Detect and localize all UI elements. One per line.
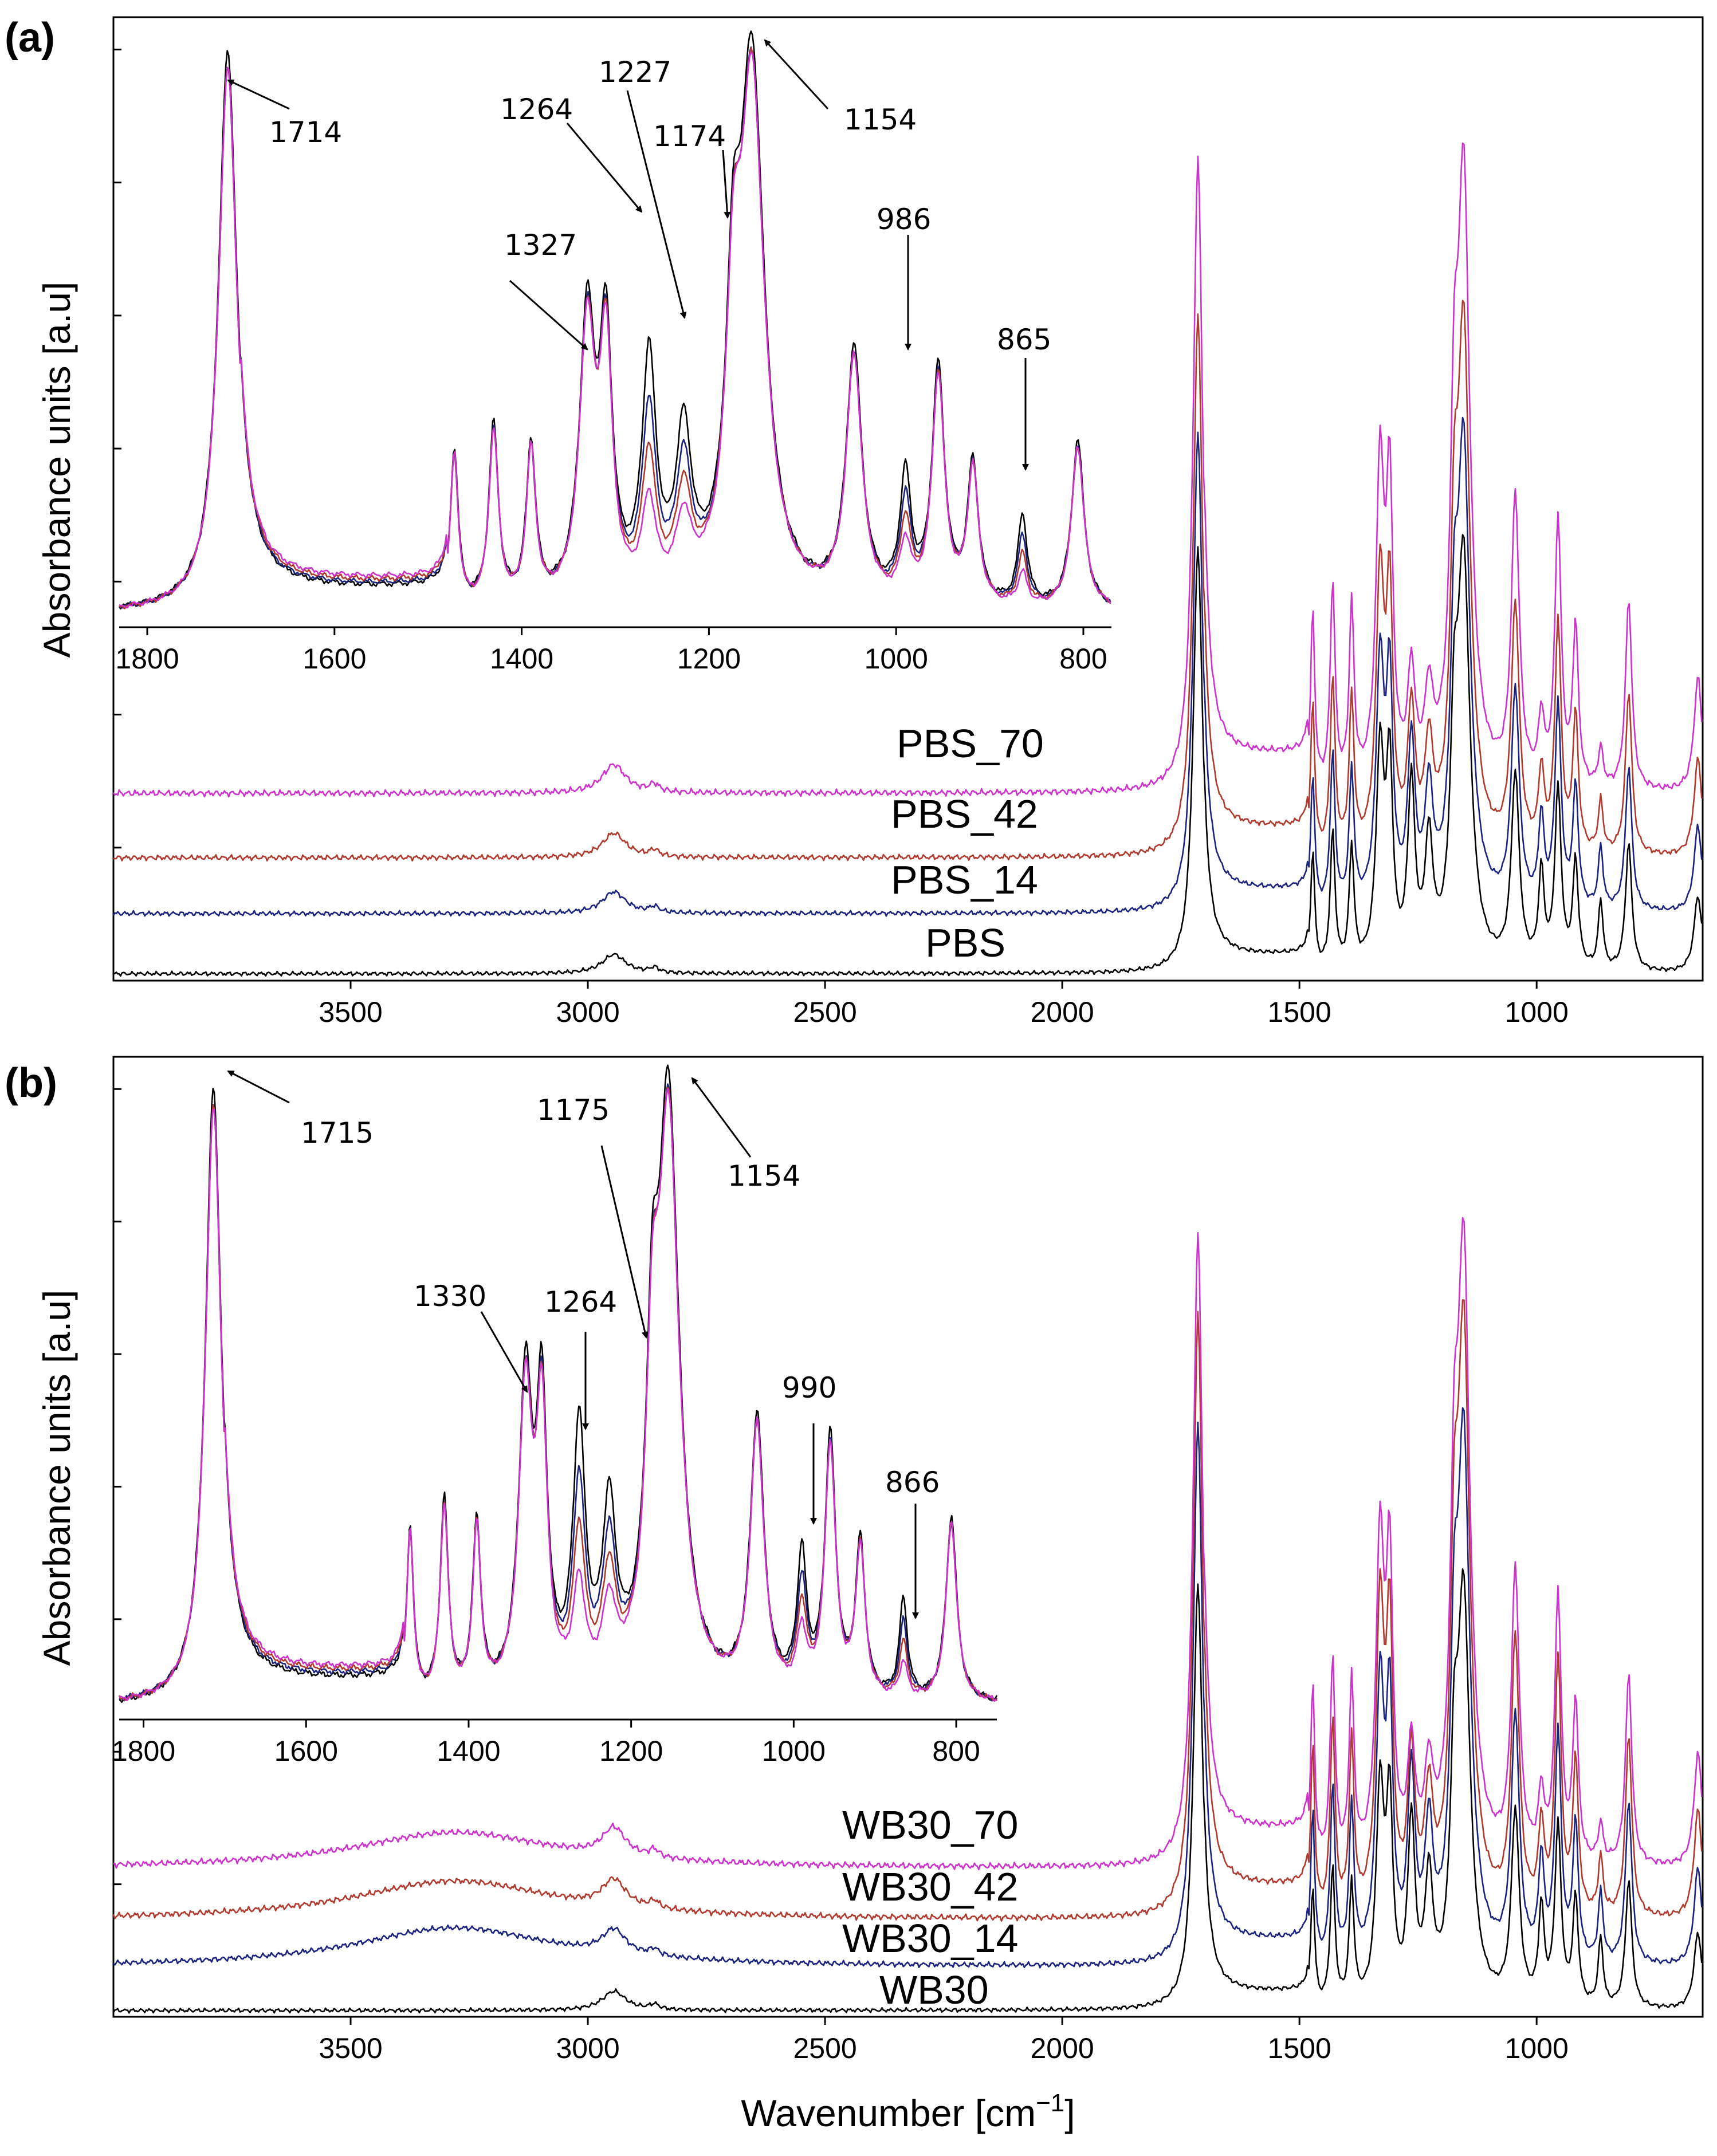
annot-label-866: 866 — [885, 1466, 940, 1499]
annot-arrow-1715 — [227, 1070, 290, 1104]
panel-a-peak-annotations: 1714 1327 1264 1227 1174 1154 986 865 — [227, 39, 1051, 471]
panel-a-plot-frame — [112, 16, 1704, 982]
x-tick-label: 1000 — [1505, 996, 1569, 1028]
panel-a: (a) Absorbance units [a.u] 3500 3000 2500 2… — [5, 15, 1704, 1028]
spectrum-pbs — [113, 534, 1703, 977]
inset-x-tick-label: 1600 — [274, 1735, 338, 1767]
panel-a-x-ticks: 3500 3000 2500 2000 1500 1000 — [319, 981, 1569, 1028]
inset-x-tick-label: 1400 — [490, 643, 553, 675]
inset-spectrum-pbs — [118, 30, 1111, 610]
annot-label-990: 990 — [782, 1371, 836, 1404]
annot-arrow-1330 — [480, 1311, 528, 1393]
annot-arrow-1264 — [566, 123, 643, 213]
series-label-wb30-42: WB30_42 — [842, 1864, 1018, 1909]
inset-spectrum-wb30_70 — [119, 1088, 997, 1702]
panel-b-x-ticks: 3500 3000 2500 2000 1500 1000 — [319, 2017, 1569, 2064]
spectrum-wb30_70 — [113, 1217, 1703, 1871]
panel-a-inset-spectra — [118, 30, 1111, 610]
panel-b-y-ticks — [113, 1088, 121, 1886]
annot-label-865: 865 — [997, 323, 1051, 356]
x-axis-title: Wavenumber [cm−1] — [741, 2089, 1075, 2134]
spectrum-pbs_42 — [113, 300, 1703, 862]
panel-b-label: (b) — [5, 1060, 57, 1106]
panel-a-ylabel: Absorbance units [a.u] — [36, 282, 78, 658]
panel-b-inset: 1800 1600 1400 1200 1000 800 1715 1330 1264 1… — [112, 1064, 998, 1767]
inset-x-tick-label: 1400 — [437, 1735, 500, 1767]
annot-label-1154: 1154 — [844, 103, 917, 136]
annot-label-1327: 1327 — [504, 229, 577, 262]
x-tick-label: 3500 — [319, 996, 382, 1028]
inset-x-tick-label: 1000 — [865, 643, 928, 675]
annot-label-1264: 1264 — [500, 93, 573, 126]
x-tick-label: 1500 — [1268, 996, 1331, 1028]
series-label-wb30-14: WB30_14 — [842, 1916, 1018, 1961]
inset-x-tick-label: 1200 — [677, 643, 741, 675]
inset-x-tick-label: 1800 — [115, 643, 179, 675]
series-label-wb30-70: WB30_70 — [842, 1803, 1018, 1847]
annot-label-1154-b: 1154 — [728, 1159, 800, 1193]
series-label-pbs70: PBS_70 — [897, 721, 1044, 766]
series-label-pbs14: PBS_14 — [891, 857, 1038, 902]
inset-spectrum-pbs_70 — [119, 51, 1111, 609]
x-tick-label: 1000 — [1505, 2032, 1569, 2064]
panel-a-spectra — [112, 142, 1703, 977]
annot-arrow-1154 — [764, 39, 829, 110]
annot-label-986: 986 — [877, 203, 931, 236]
spectrum-pbs_14 — [112, 416, 1703, 917]
annot-label-1714: 1714 — [269, 116, 342, 149]
annot-label-1264-b: 1264 — [544, 1285, 617, 1319]
panel-b-inset-x-ticks: 1800 1600 1400 1200 1000 800 — [112, 1720, 980, 1767]
panel-b-ylabel: Absorbance units [a.u] — [36, 1290, 78, 1666]
panel-a-y-ticks — [113, 48, 121, 849]
panel-a-label: (a) — [5, 15, 55, 61]
panel-b-plot-frame — [112, 1056, 1704, 2018]
annot-label-1330: 1330 — [414, 1280, 486, 1313]
panel-a-series-labels: PBS_70 PBS_42 PBS_14 PBS — [891, 721, 1044, 965]
panel-b-peak-annotations: 1715 1330 1264 1175 1154 990 866 — [227, 1070, 940, 1619]
spectrum-wb30_42 — [112, 1299, 1703, 1922]
annot-arrow-1154 — [691, 1077, 752, 1158]
x-tick-label: 1500 — [1268, 2032, 1331, 2064]
spectrum-wb30 — [112, 1568, 1703, 2014]
annot-arrow-1174 — [722, 149, 731, 219]
inset-x-tick-label: 1800 — [112, 1735, 175, 1767]
panel-b: (b) Absorbance units [a.u] 3500 3000 2500 2… — [5, 1056, 1704, 2064]
panel-b-inset-spectra — [118, 1064, 998, 1703]
x-tick-label: 2500 — [793, 2032, 856, 2064]
inset-x-tick-label: 1200 — [599, 1735, 663, 1767]
annot-label-1175: 1175 — [537, 1093, 610, 1127]
x-tick-label: 3000 — [556, 996, 619, 1028]
panel-a-inset-x-ticks: 1800 1600 1400 1200 1000 800 — [115, 627, 1107, 675]
inset-spectrum-pbs_14 — [119, 46, 1111, 609]
annot-label-1174: 1174 — [653, 120, 726, 153]
inset-x-tick-label: 1000 — [762, 1735, 826, 1767]
annot-label-1227: 1227 — [599, 56, 671, 89]
panel-a-inset: 1800 1600 1400 1200 1000 800 1714 1327 1264 1… — [115, 30, 1111, 675]
spectrum-wb30_14 — [113, 1407, 1703, 1969]
spectrum-pbs_70 — [112, 142, 1703, 798]
inset-x-tick-label: 800 — [1059, 643, 1107, 675]
annot-label-1715: 1715 — [301, 1116, 374, 1150]
inset-x-tick-label: 800 — [932, 1735, 980, 1767]
x-tick-label: 2000 — [1031, 2032, 1094, 2064]
annot-arrow-1175 — [600, 1145, 649, 1339]
x-tick-label: 3000 — [556, 2032, 619, 2064]
series-label-pbs42: PBS_42 — [891, 792, 1038, 836]
annot-arrow-1327 — [509, 280, 588, 351]
inset-spectrum-pbs_42 — [119, 47, 1111, 609]
annot-arrow-1227 — [626, 90, 687, 319]
x-tick-label: 2500 — [793, 996, 856, 1028]
panel-b-spectra — [112, 1217, 1703, 2014]
series-label-wb30: WB30 — [879, 1968, 989, 2012]
panel-b-series-labels: WB30_70 WB30_42 WB30_14 WB30 — [842, 1803, 1018, 2012]
annot-arrow-1714 — [227, 79, 290, 110]
inset-x-tick-label: 1600 — [302, 643, 366, 675]
series-label-pbs: PBS — [925, 920, 1005, 965]
x-tick-label: 3500 — [319, 2032, 382, 2064]
x-tick-label: 2000 — [1031, 996, 1094, 1028]
